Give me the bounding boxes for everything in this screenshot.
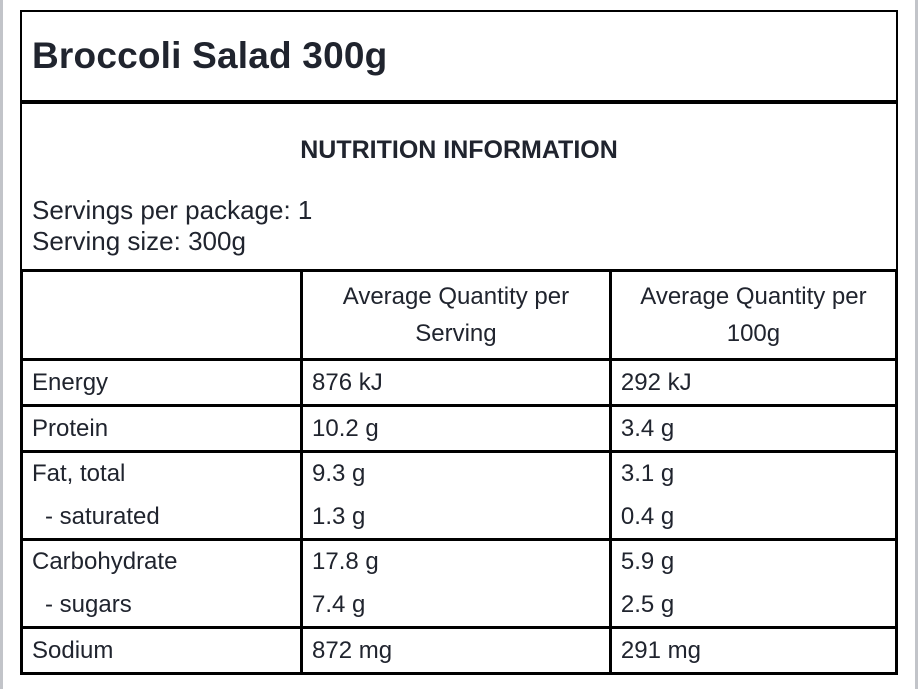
table-row-carbohydrate: Carbohydrate 17.8 g 5.9 g	[20, 538, 899, 584]
nutrition-label: Broccoli Salad 300g NUTRITION INFORMATIO…	[20, 10, 899, 675]
per-100g-value-cell: 292 kJ	[608, 358, 899, 407]
nutrient-name-cell: Fat, total	[20, 450, 303, 496]
per-serving-value-cell: 1.3 g	[300, 495, 612, 541]
table-row-energy: Energy 876 kJ 292 kJ	[20, 358, 899, 407]
per-serving-value-cell: 7.4 g	[300, 583, 612, 629]
nutrition-info-heading: NUTRITION INFORMATION	[300, 136, 618, 164]
nutrient-name-cell: Energy	[20, 358, 303, 407]
table-row-fat-saturated: - saturated 1.3 g 0.4 g	[20, 495, 899, 541]
table-row-sodium: Sodium 872 mg 291 mg	[20, 626, 899, 675]
per-serving-value-cell: 17.8 g	[300, 538, 612, 584]
nutrient-name-cell: Protein	[20, 404, 303, 453]
nutrition-table: Average Quantity per Serving Average Qua…	[20, 269, 899, 675]
per-serving-value-cell: 9.3 g	[300, 450, 612, 496]
product-title-box: Broccoli Salad 300g	[20, 10, 898, 104]
product-title: Broccoli Salad 300g	[32, 35, 388, 76]
nutrient-name-cell: Sodium	[20, 626, 303, 675]
nutrient-name-cell: - sugars	[20, 583, 303, 629]
serving-size-line: Serving size: 300g	[32, 226, 246, 256]
table-header-row: Average Quantity per Serving Average Qua…	[20, 269, 899, 361]
table-row-protein: Protein 10.2 g 3.4 g	[20, 404, 899, 453]
per-100g-value-cell: 0.4 g	[608, 495, 899, 541]
per-serving-value-cell: 872 mg	[300, 626, 612, 675]
per-100g-value-cell: 3.1 g	[608, 450, 899, 496]
per-100g-value-cell: 291 mg	[608, 626, 899, 675]
table-row-fat-total: Fat, total 9.3 g 3.1 g	[20, 450, 899, 496]
nutrient-name-cell: - saturated	[20, 495, 303, 541]
servings-per-package-line: Servings per package: 1	[32, 195, 313, 225]
col-header-nutrient	[20, 269, 303, 361]
col-header-per-100g: Average Quantity per 100g	[608, 269, 899, 361]
per-serving-value-cell: 876 kJ	[300, 358, 612, 407]
per-100g-value-cell: 5.9 g	[608, 538, 899, 584]
nutrition-info-section: NUTRITION INFORMATION Servings per packa…	[20, 104, 898, 269]
nutrient-name-cell: Carbohydrate	[20, 538, 303, 584]
col-header-per-serving: Average Quantity per Serving	[300, 269, 612, 361]
per-100g-value-cell: 2.5 g	[608, 583, 899, 629]
table-row-sugars: - sugars 7.4 g 2.5 g	[20, 583, 899, 629]
per-100g-value-cell: 3.4 g	[608, 404, 899, 453]
per-serving-value-cell: 10.2 g	[300, 404, 612, 453]
